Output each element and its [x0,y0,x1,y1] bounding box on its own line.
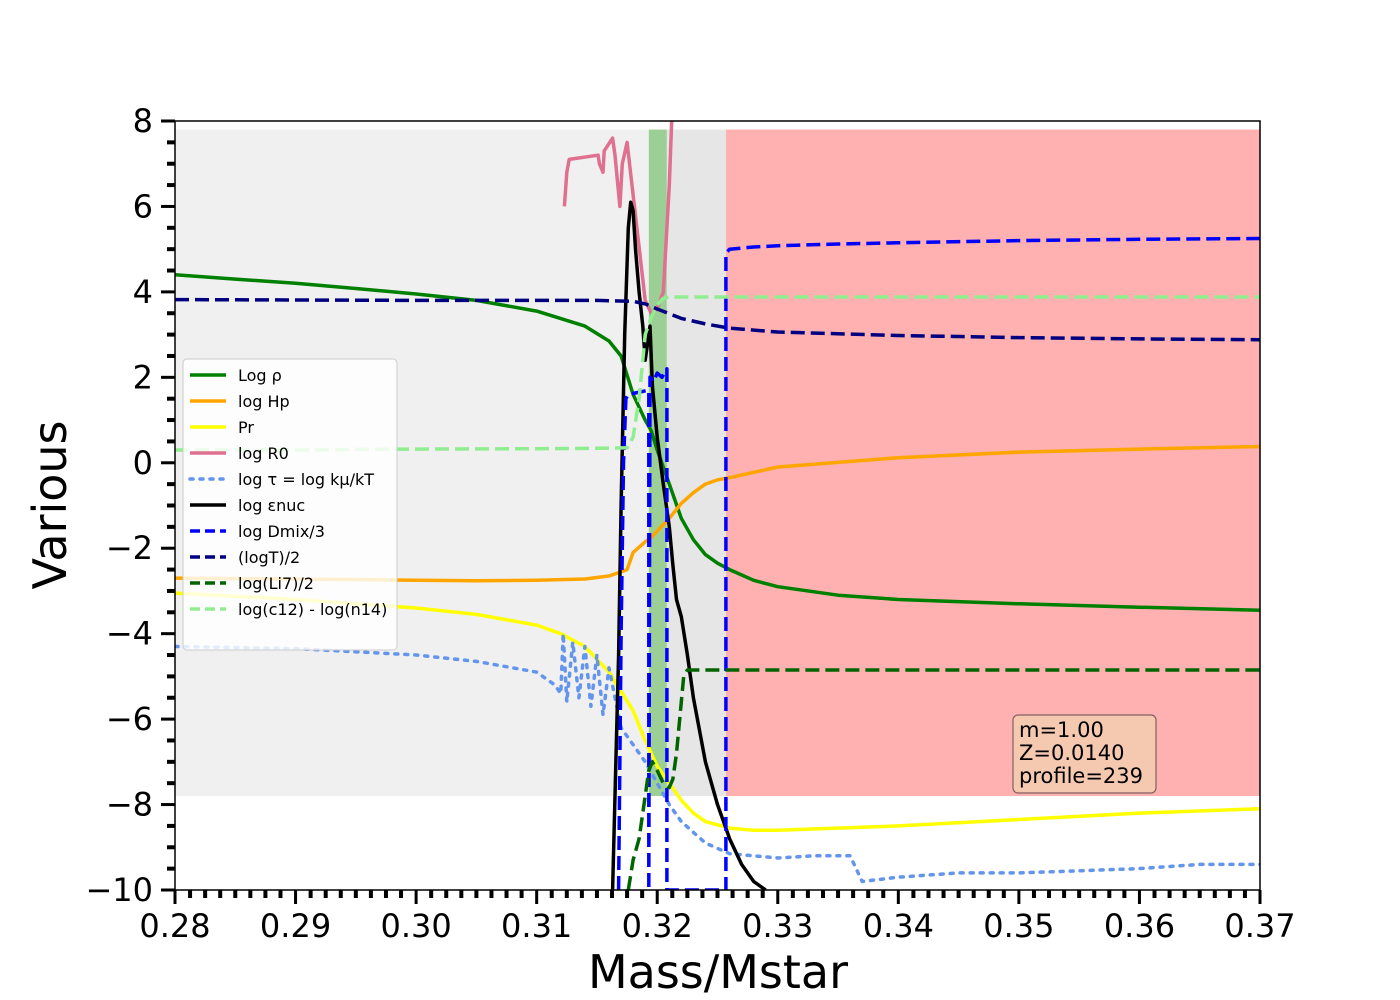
info-profile: profile=239 [1019,764,1143,788]
legend-label-logt-2: (logT)/2 [238,548,300,567]
series-lines [175,120,1260,890]
x-tick-label: 0.31 [501,907,572,945]
series-line-log-hp [175,444,1260,583]
x-axis: 0.28 0.29 0.30 0.31 0.32 0.33 0.34 0.35 0.36 0.37 [139,890,1296,945]
series-line-log-li7-2 [626,668,1260,890]
legend-label-log-dmix-3: log Dmix/3 [238,522,325,541]
y-tick-label: 4 [133,273,153,311]
y-tick-label: −10 [85,871,153,909]
y-axis: −10 −8 −6 −4 −2 0 2 4 6 8 [85,102,175,909]
x-tick-label: 0.29 [260,907,331,945]
region-2 [666,129,726,797]
x-tick-label: 0.30 [380,907,451,945]
x-axis-label: Mass/Mstar [588,945,848,999]
series-line-pr [175,591,1260,832]
x-tick-label: 0.32 [622,907,693,945]
info-mass: m=1.00 [1019,718,1104,742]
legend-label-log-hp: log Hp [238,392,290,411]
y-tick-label: 8 [133,102,153,140]
x-tick-label: 0.36 [1104,907,1175,945]
y-tick-label: −2 [106,529,153,567]
y-tick-label: −8 [106,786,153,824]
series-line-log-nuc [610,200,767,890]
y-tick-label: 0 [133,444,153,482]
x-tick-label: 0.33 [742,907,813,945]
series-line-log-c12-log-n14 [175,295,1260,452]
info-box-background [1012,714,1157,794]
y-tick-label: −4 [106,615,153,653]
y-tick-label: −6 [106,700,153,738]
legend-label-log-log-k-kt: log τ = log kμ/kT [238,470,374,489]
y-tick-label: 6 [133,187,153,225]
legend-label-log: Log ρ [238,366,282,385]
series-line-log-dmix-3 [616,236,1260,890]
legend-label-log-nuc: log εnuc [238,496,305,515]
legend: Log ρ log Hp Pr log R0 log τ = log kμ/kT log … [182,358,398,651]
legend-label-log-li7-2: log(Li7)/2 [238,574,314,593]
legend-items: Log ρ log Hp Pr log R0 log τ = log kμ/kT log … [188,366,387,619]
legend-label-pr: Pr [238,418,254,437]
region-3 [725,129,1260,797]
x-tick-label: 0.35 [983,907,1054,945]
x-tick-label: 0.37 [1224,907,1295,945]
series-line-log-log-k-kt [175,631,1260,884]
legend-label-log-c12-log-n14: log(c12) - log(n14) [238,600,387,619]
y-tick-label: 2 [133,358,153,396]
y-axis-label: Various [23,420,77,589]
x-tick-label: 0.34 [863,907,934,945]
series-line-logt-2 [175,297,1260,342]
info-metallicity: Z=0.0140 [1019,741,1124,765]
info-box: m=1.00 Z=0.0140 profile=239 [1012,714,1157,794]
x-tick-label: 0.28 [139,907,210,945]
legend-box [182,358,398,651]
legend-label-log-r0: log R0 [238,444,289,463]
